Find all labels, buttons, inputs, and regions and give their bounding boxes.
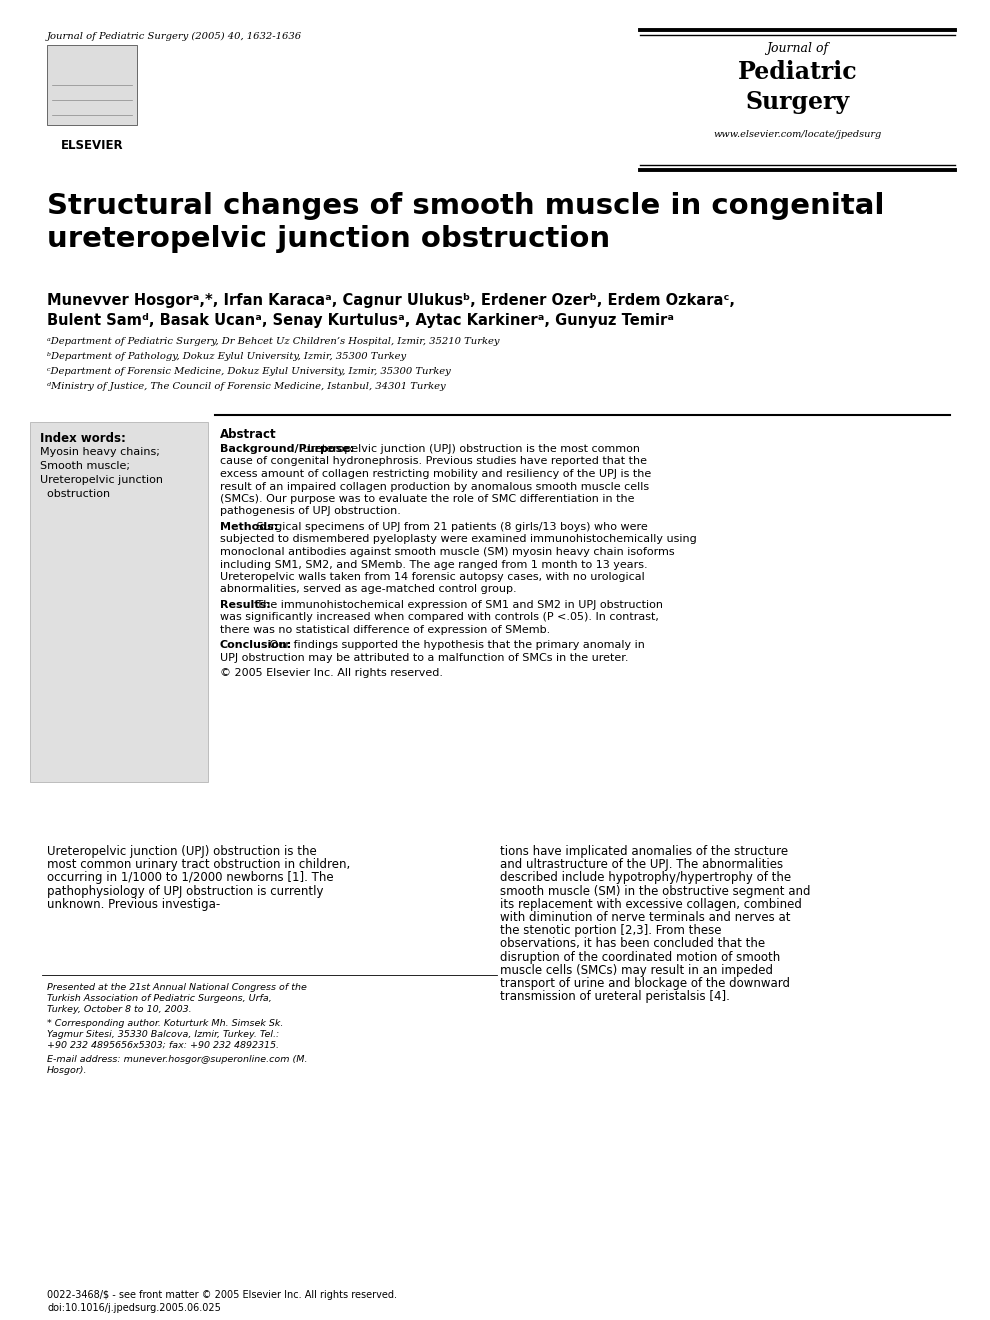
- Text: subjected to dismembered pyeloplasty were examined immunohistochemically using: subjected to dismembered pyeloplasty wer…: [220, 535, 697, 544]
- Text: excess amount of collagen restricting mobility and resiliency of the UPJ is the: excess amount of collagen restricting mo…: [220, 469, 651, 479]
- Text: E-mail address: munever.hosgor@superonline.com (M.: E-mail address: munever.hosgor@superonli…: [47, 1055, 308, 1064]
- Text: abnormalities, served as age-matched control group.: abnormalities, served as age-matched con…: [220, 585, 517, 594]
- Text: Surgery: Surgery: [745, 90, 849, 114]
- Text: Conclusion:: Conclusion:: [220, 640, 292, 651]
- Text: result of an impaired collagen production by anomalous smooth muscle cells: result of an impaired collagen productio…: [220, 482, 649, 491]
- Text: www.elsevier.com/locate/jpedsurg: www.elsevier.com/locate/jpedsurg: [714, 129, 882, 139]
- Text: was significantly increased when compared with controls (P <.05). In contrast,: was significantly increased when compare…: [220, 612, 659, 623]
- Text: Myosin heavy chains;: Myosin heavy chains;: [40, 447, 159, 457]
- Bar: [47, 45, 137, 125]
- Text: Surgical specimens of UPJ from 21 patients (8 girls/13 boys) who were: Surgical specimens of UPJ from 21 patien…: [253, 521, 648, 532]
- Text: Ureteropelvic walls taken from 14 forensic autopsy cases, with no urological: Ureteropelvic walls taken from 14 forens…: [220, 572, 644, 582]
- Text: ELSEVIER: ELSEVIER: [60, 139, 124, 152]
- Text: +90 232 4895656x5303; fax: +90 232 4892315.: +90 232 4895656x5303; fax: +90 232 48923…: [47, 1041, 279, 1049]
- Text: Turkey, October 8 to 10, 2003.: Turkey, October 8 to 10, 2003.: [47, 1005, 192, 1014]
- Text: ᵇDepartment of Pathology, Dokuz Eylul University, Izmir, 35300 Turkey: ᵇDepartment of Pathology, Dokuz Eylul Un…: [47, 352, 406, 360]
- Text: Presented at the 21st Annual National Congress of the: Presented at the 21st Annual National Co…: [47, 983, 307, 993]
- Text: occurring in 1/1000 to 1/2000 newborns [1]. The: occurring in 1/1000 to 1/2000 newborns […: [47, 871, 334, 884]
- Text: Journal of: Journal of: [766, 42, 829, 55]
- Text: Results:: Results:: [220, 601, 270, 610]
- Bar: [30, 422, 208, 781]
- Text: * Corresponding author. Koturturk Mh. Simsek Sk.: * Corresponding author. Koturturk Mh. Si…: [47, 1019, 283, 1028]
- Text: ᵈMinistry of Justice, The Council of Forensic Medicine, Istanbul, 34301 Turkey: ᵈMinistry of Justice, The Council of For…: [47, 381, 446, 391]
- Text: Journal of Pediatric Surgery (2005) 40, 1632-1636: Journal of Pediatric Surgery (2005) 40, …: [47, 32, 302, 41]
- Text: pathophysiology of UPJ obstruction is currently: pathophysiology of UPJ obstruction is cu…: [47, 884, 324, 898]
- Text: there was no statistical difference of expression of SMemb.: there was no statistical difference of e…: [220, 624, 550, 635]
- Text: Ureteropelvic junction (UPJ) obstruction is the: Ureteropelvic junction (UPJ) obstruction…: [47, 845, 317, 858]
- Text: transmission of ureteral peristalsis [4].: transmission of ureteral peristalsis [4]…: [500, 990, 730, 1003]
- Text: Ureteropelvic junction (UPJ) obstruction is the most common: Ureteropelvic junction (UPJ) obstruction…: [299, 444, 641, 454]
- Text: ᶜDepartment of Forensic Medicine, Dokuz Eylul University, Izmir, 35300 Turkey: ᶜDepartment of Forensic Medicine, Dokuz …: [47, 367, 450, 376]
- Text: 0022-3468/$ - see front matter © 2005 Elsevier Inc. All rights reserved.: 0022-3468/$ - see front matter © 2005 El…: [47, 1290, 397, 1300]
- Text: described include hypotrophy/hypertrophy of the: described include hypotrophy/hypertrophy…: [500, 871, 791, 884]
- Text: its replacement with excessive collagen, combined: its replacement with excessive collagen,…: [500, 898, 802, 911]
- Text: muscle cells (SMCs) may result in an impeded: muscle cells (SMCs) may result in an imp…: [500, 964, 773, 977]
- Text: Abstract: Abstract: [220, 428, 276, 441]
- Text: Pediatric: Pediatric: [738, 59, 857, 84]
- Text: obstruction: obstruction: [40, 488, 110, 499]
- Text: and ultrastructure of the UPJ. The abnormalities: and ultrastructure of the UPJ. The abnor…: [500, 858, 783, 871]
- Text: Index words:: Index words:: [40, 432, 126, 445]
- Text: Smooth muscle;: Smooth muscle;: [40, 461, 130, 471]
- Text: observations, it has been concluded that the: observations, it has been concluded that…: [500, 937, 765, 950]
- Text: most common urinary tract obstruction in children,: most common urinary tract obstruction in…: [47, 858, 350, 871]
- Text: Methods:: Methods:: [220, 521, 278, 532]
- Text: doi:10.1016/j.jpedsurg.2005.06.025: doi:10.1016/j.jpedsurg.2005.06.025: [47, 1303, 221, 1313]
- Text: Bulent Samᵈ, Basak Ucanᵃ, Senay Kurtulusᵃ, Aytac Karkinerᵃ, Gunyuz Temirᵃ: Bulent Samᵈ, Basak Ucanᵃ, Senay Kurtulus…: [47, 313, 674, 327]
- Text: including SM1, SM2, and SMemb. The age ranged from 1 month to 13 years.: including SM1, SM2, and SMemb. The age r…: [220, 560, 647, 569]
- Text: unknown. Previous investiga-: unknown. Previous investiga-: [47, 898, 220, 911]
- Text: with diminution of nerve terminals and nerves at: with diminution of nerve terminals and n…: [500, 911, 790, 924]
- Text: (SMCs). Our purpose was to evaluate the role of SMC differentiation in the: (SMCs). Our purpose was to evaluate the …: [220, 494, 635, 504]
- Text: Background/Purpose:: Background/Purpose:: [220, 444, 354, 454]
- Text: smooth muscle (SM) in the obstructive segment and: smooth muscle (SM) in the obstructive se…: [500, 884, 811, 898]
- Text: The immunohistochemical expression of SM1 and SM2 in UPJ obstruction: The immunohistochemical expression of SM…: [253, 601, 663, 610]
- Text: tions have implicated anomalies of the structure: tions have implicated anomalies of the s…: [500, 845, 788, 858]
- Text: UPJ obstruction may be attributed to a malfunction of SMCs in the ureter.: UPJ obstruction may be attributed to a m…: [220, 653, 629, 663]
- Text: the stenotic portion [2,3]. From these: the stenotic portion [2,3]. From these: [500, 924, 722, 937]
- Text: transport of urine and blockage of the downward: transport of urine and blockage of the d…: [500, 977, 790, 990]
- Text: Ureteropelvic junction: Ureteropelvic junction: [40, 475, 163, 484]
- Text: ᵃDepartment of Pediatric Surgery, Dr Behcet Uz Children’s Hospital, Izmir, 35210: ᵃDepartment of Pediatric Surgery, Dr Beh…: [47, 337, 500, 346]
- Text: Hosgor).: Hosgor).: [47, 1067, 87, 1074]
- Text: Our findings supported the hypothesis that the primary anomaly in: Our findings supported the hypothesis th…: [265, 640, 644, 651]
- Text: Structural changes of smooth muscle in congenital: Structural changes of smooth muscle in c…: [47, 191, 884, 220]
- Text: Yagmur Sitesi, 35330 Balcova, Izmir, Turkey. Tel.:: Yagmur Sitesi, 35330 Balcova, Izmir, Tur…: [47, 1030, 279, 1039]
- Text: © 2005 Elsevier Inc. All rights reserved.: © 2005 Elsevier Inc. All rights reserved…: [220, 668, 443, 678]
- Text: monoclonal antibodies against smooth muscle (SM) myosin heavy chain isoforms: monoclonal antibodies against smooth mus…: [220, 546, 674, 557]
- Text: disruption of the coordinated motion of smooth: disruption of the coordinated motion of …: [500, 950, 780, 964]
- Text: pathogenesis of UPJ obstruction.: pathogenesis of UPJ obstruction.: [220, 507, 401, 516]
- Text: Munevver Hosgorᵃ,*, Irfan Karacaᵃ, Cagnur Ulukusᵇ, Erdener Ozerᵇ, Erdem Ozkaraᶜ,: Munevver Hosgorᵃ,*, Irfan Karacaᵃ, Cagnu…: [47, 293, 735, 308]
- Text: Turkish Association of Pediatric Surgeons, Urfa,: Turkish Association of Pediatric Surgeon…: [47, 994, 271, 1003]
- Text: ureteropelvic junction obstruction: ureteropelvic junction obstruction: [47, 224, 610, 253]
- Text: cause of congenital hydronephrosis. Previous studies have reported that the: cause of congenital hydronephrosis. Prev…: [220, 457, 647, 466]
